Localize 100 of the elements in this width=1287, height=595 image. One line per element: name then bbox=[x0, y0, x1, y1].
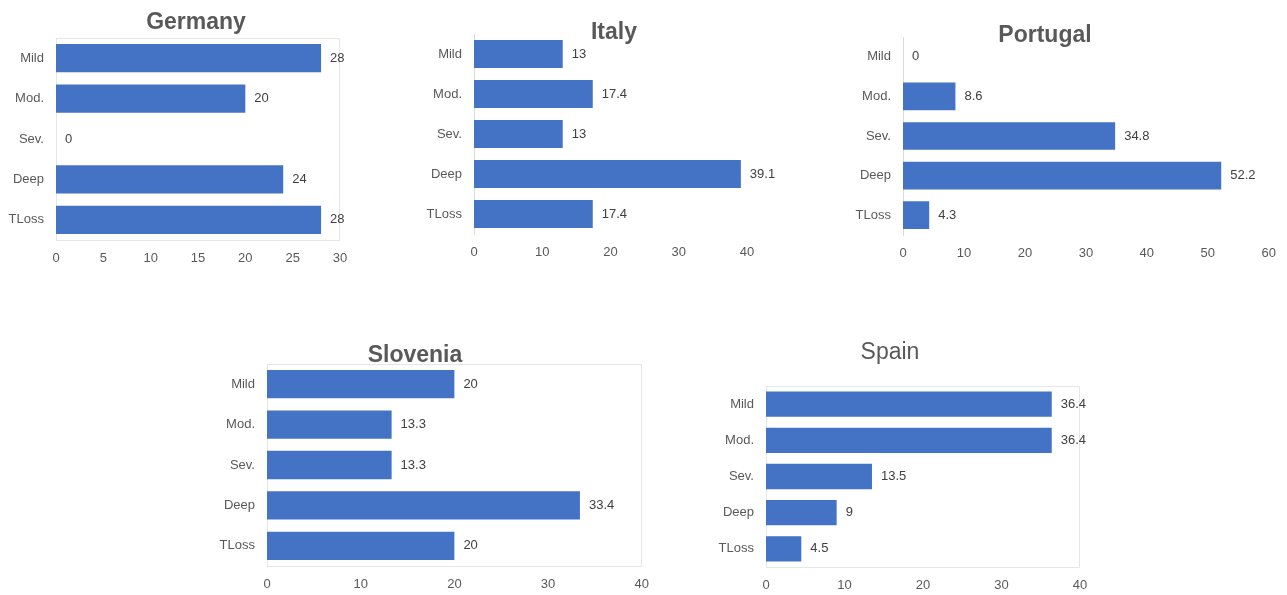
data-label: 4.3 bbox=[938, 206, 957, 222]
bar bbox=[56, 205, 322, 234]
bar bbox=[474, 40, 563, 68]
y-tick-label: Deep bbox=[12, 170, 44, 186]
bar bbox=[474, 160, 741, 188]
data-label: 36.4 bbox=[1060, 431, 1087, 447]
y-tick-label: Deep bbox=[722, 504, 754, 520]
x-tick-label: 20 bbox=[603, 244, 618, 260]
x-tick-label: 20 bbox=[915, 577, 931, 593]
x-tick-label: 40 bbox=[634, 576, 649, 592]
bar bbox=[267, 370, 455, 399]
data-label: 13.5 bbox=[880, 468, 907, 484]
bar bbox=[56, 44, 322, 73]
data-label: 0 bbox=[65, 130, 73, 146]
data-label: 20 bbox=[254, 90, 269, 106]
y-tick-label: TLoss bbox=[855, 206, 892, 222]
data-label: 8.6 bbox=[964, 87, 983, 103]
data-label: 34.8 bbox=[1124, 127, 1150, 143]
data-label: 17.4 bbox=[601, 205, 628, 221]
y-tick-label: Mild bbox=[730, 395, 754, 411]
x-tick-label: 0 bbox=[470, 244, 478, 260]
y-tick-label: Deep bbox=[859, 167, 891, 183]
y-tick-label: Sev. bbox=[728, 468, 754, 484]
y-tick-label: Mild bbox=[231, 375, 255, 391]
y-tick-label: Mod. bbox=[862, 87, 891, 103]
y-tick-label: Sev. bbox=[18, 130, 44, 146]
data-label: 28 bbox=[330, 211, 345, 227]
data-label: 13 bbox=[571, 125, 587, 141]
data-label: 20 bbox=[463, 375, 478, 391]
bar bbox=[56, 84, 246, 113]
bar bbox=[766, 500, 837, 526]
data-label: 28 bbox=[330, 49, 345, 65]
bar bbox=[474, 200, 593, 228]
y-tick-label: Mild bbox=[867, 48, 891, 64]
bar bbox=[766, 427, 1052, 453]
x-tick-label: 30 bbox=[1078, 245, 1094, 261]
data-label: 36.4 bbox=[1060, 395, 1087, 411]
data-label: 20 bbox=[463, 537, 478, 553]
bar bbox=[766, 391, 1052, 417]
x-tick-label: 20 bbox=[1017, 245, 1033, 261]
data-label: 33.4 bbox=[588, 496, 615, 512]
y-tick-label: TLoss bbox=[426, 205, 463, 221]
bar bbox=[766, 463, 872, 490]
bar bbox=[903, 82, 956, 111]
data-label: 17.4 bbox=[601, 85, 628, 101]
y-tick-label: Mild bbox=[438, 45, 462, 61]
x-tick-label: 0 bbox=[762, 577, 770, 593]
data-label: 39.1 bbox=[749, 165, 776, 181]
x-tick-label: 10 bbox=[143, 250, 158, 266]
bar bbox=[267, 491, 580, 520]
x-tick-label: 40 bbox=[1072, 577, 1088, 593]
x-tick-label: 0 bbox=[263, 576, 271, 592]
bar bbox=[903, 201, 930, 230]
data-label: 4.5 bbox=[810, 540, 829, 556]
chart-title: Portugal bbox=[998, 21, 1092, 48]
y-tick-label: Mod. bbox=[725, 431, 754, 447]
x-tick-label: 10 bbox=[837, 577, 852, 593]
x-tick-label: 60 bbox=[1261, 245, 1276, 261]
bar bbox=[903, 122, 1116, 150]
bar bbox=[267, 410, 392, 439]
y-tick-label: Mod. bbox=[433, 85, 462, 101]
y-tick-label: Sev. bbox=[865, 127, 891, 143]
x-tick-label: 25 bbox=[285, 250, 300, 266]
x-tick-label: 30 bbox=[671, 244, 686, 260]
bar bbox=[267, 450, 392, 480]
x-tick-label: 30 bbox=[332, 250, 348, 266]
y-tick-label: Mod. bbox=[226, 416, 255, 432]
x-tick-label: 50 bbox=[1200, 245, 1216, 261]
data-label: 52.2 bbox=[1230, 167, 1256, 183]
x-tick-label: 40 bbox=[739, 244, 755, 260]
y-tick-label: Deep bbox=[223, 496, 255, 512]
y-tick-label: TLoss bbox=[219, 537, 256, 553]
chart-title: Slovenia bbox=[367, 341, 463, 368]
data-label: 13.3 bbox=[400, 416, 426, 432]
y-tick-label: Mild bbox=[20, 49, 44, 65]
data-label: 9 bbox=[845, 504, 853, 520]
y-tick-label: Deep bbox=[430, 165, 462, 181]
x-tick-label: 5 bbox=[99, 250, 107, 266]
chart-title: Spain bbox=[860, 338, 920, 365]
x-tick-label: 20 bbox=[238, 250, 253, 266]
x-tick-label: 40 bbox=[1139, 245, 1155, 261]
y-tick-label: Mod. bbox=[15, 90, 44, 106]
x-tick-label: 0 bbox=[899, 245, 907, 261]
x-tick-label: 30 bbox=[540, 576, 556, 592]
bar bbox=[56, 165, 284, 194]
bar bbox=[903, 161, 1222, 190]
chart-title: Italy bbox=[590, 18, 638, 45]
data-label: 24 bbox=[292, 170, 307, 186]
x-tick-label: 15 bbox=[190, 250, 206, 266]
bar bbox=[474, 80, 593, 108]
x-tick-label: 20 bbox=[447, 576, 462, 592]
x-tick-label: 10 bbox=[535, 244, 550, 260]
data-label: 13.3 bbox=[400, 456, 426, 472]
y-tick-label: TLoss bbox=[718, 540, 755, 556]
y-tick-label: Sev. bbox=[229, 456, 255, 472]
chart-title: Germany bbox=[146, 8, 246, 35]
bar bbox=[474, 120, 563, 148]
x-tick-label: 0 bbox=[52, 250, 60, 266]
x-tick-label: 10 bbox=[956, 245, 972, 261]
y-tick-label: Sev. bbox=[436, 125, 462, 141]
